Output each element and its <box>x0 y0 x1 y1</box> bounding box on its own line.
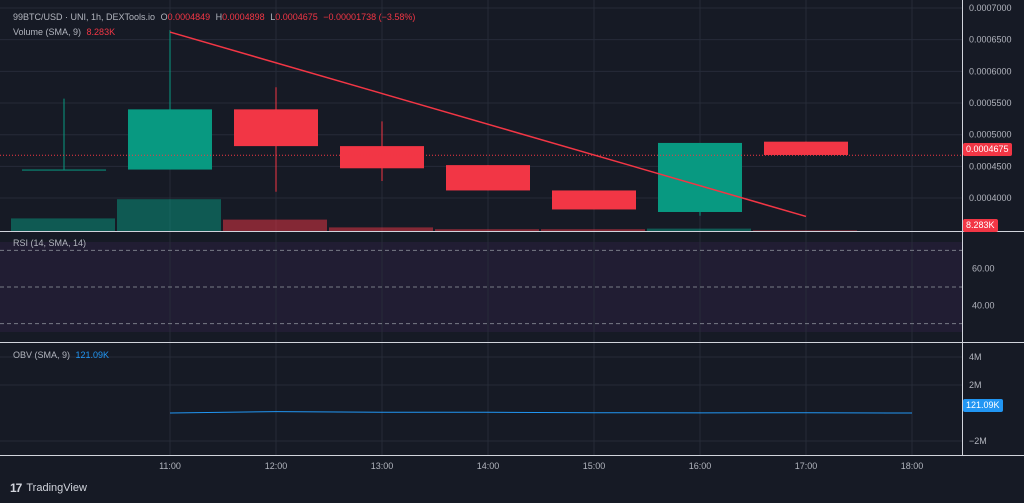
volume-bar <box>541 229 645 231</box>
price-tick-label: 0.0007000 <box>969 3 1012 13</box>
open-label: O <box>160 12 168 22</box>
time-tick-label: 13:00 <box>371 461 394 471</box>
volume-bar <box>647 228 751 231</box>
last-price-tag: 0.0004675 <box>963 143 1012 156</box>
tradingview-brand[interactable]: 17 TradingView <box>10 481 87 495</box>
obv-tick-label: 2M <box>969 380 982 390</box>
obv-line <box>169 411 913 414</box>
obv-tick-label: −2M <box>969 436 987 446</box>
rsi-band-fill <box>0 242 962 332</box>
candle-body <box>234 109 318 147</box>
low-value: 0.0004675 <box>275 12 318 22</box>
rsi-tick-label: 60.00 <box>972 264 995 274</box>
time-tick-label: 16:00 <box>689 461 712 471</box>
candle-body <box>22 169 106 171</box>
price-tick-label: 0.0006500 <box>969 35 1012 45</box>
volume-label: Volume (SMA, 9) <box>13 27 82 37</box>
candle-body <box>340 146 424 169</box>
obv-value: 121.09K <box>75 350 110 360</box>
high-value: 0.0004898 <box>222 12 265 22</box>
rsi-label: RSI (14, SMA, 14) <box>13 238 87 248</box>
low-label: L <box>270 12 276 22</box>
time-tick-label: 14:00 <box>477 461 500 471</box>
time-tick-label: 18:00 <box>901 461 924 471</box>
volume-bar <box>753 230 857 231</box>
volume-bar <box>329 227 433 231</box>
volume-value: 8.283K <box>86 27 116 37</box>
price-tick-label: 0.0004500 <box>969 161 1012 171</box>
candle-body <box>552 190 636 210</box>
time-tick-label: 15:00 <box>583 461 606 471</box>
symbol-label: 99BTC/USD · UNI, 1h, DEXTools.io <box>13 12 156 22</box>
volume-legend: Volume (SMA, 9) 8.283K <box>13 27 118 37</box>
price-tick-label: 0.0004000 <box>969 193 1012 203</box>
ohlc-legend: 99BTC/USD · UNI, 1h, DEXTools.io O0.0004… <box>13 12 418 22</box>
volume-tag: 8.283K <box>963 219 998 232</box>
volume-bar <box>435 229 539 231</box>
volume-bar <box>11 218 115 231</box>
obv-tag: 121.09K <box>963 399 1003 412</box>
volume-bar <box>117 199 221 231</box>
obv-legend: OBV (SMA, 9) 121.09K <box>13 350 112 360</box>
time-tick-label: 11:00 <box>159 461 181 471</box>
open-value: 0.0004849 <box>167 12 211 22</box>
obv-tick-label: 4M <box>969 352 982 362</box>
time-tick-label: 12:00 <box>265 461 288 471</box>
brand-name: TradingView <box>26 482 87 494</box>
price-tick-label: 0.0005000 <box>969 130 1012 140</box>
candle-body <box>128 109 212 170</box>
price-tick-label: 0.0005500 <box>969 98 1012 108</box>
rsi-tick-label: 40.00 <box>972 300 995 310</box>
high-label: H <box>215 12 223 22</box>
change-value: −0.00001738 (−3.58%) <box>323 12 416 22</box>
rsi-legend: RSI (14, SMA, 14) <box>13 238 89 248</box>
trendline <box>169 31 807 218</box>
volume-bar <box>223 219 327 231</box>
price-tick-label: 0.0006000 <box>969 66 1012 76</box>
tradingview-logo-icon: 17 <box>10 481 22 495</box>
candle-body <box>764 141 848 155</box>
candle-body <box>446 165 530 191</box>
obv-label: OBV (SMA, 9) <box>13 350 71 360</box>
time-tick-label: 17:00 <box>795 461 818 471</box>
